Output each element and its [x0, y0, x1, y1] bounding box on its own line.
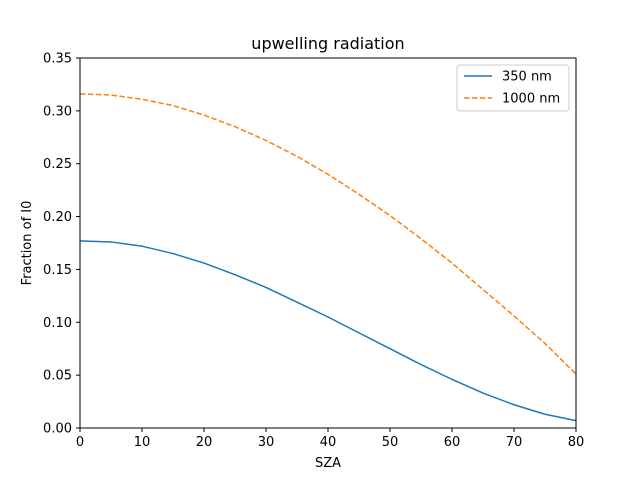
chart-title: upwelling radiation [251, 34, 404, 53]
x-axis-label: SZA [315, 456, 341, 471]
series-line-1 [79, 93, 577, 375]
x-tick-label: 10 [134, 435, 151, 450]
y-tick-label: 0.30 [43, 104, 72, 119]
x-tick-label: 50 [382, 435, 399, 450]
x-tick-label: 40 [320, 435, 337, 450]
legend-label-1: 1000 nm [502, 92, 560, 107]
legend: 350 nm 1000 nm [456, 64, 570, 112]
y-tick-label: 0.00 [43, 422, 72, 437]
x-axis: 0 10 20 30 40 50 60 70 80 [76, 428, 584, 450]
y-tick-label: 0.25 [43, 157, 72, 172]
series-line-0 [79, 240, 577, 422]
x-tick-label: 70 [506, 435, 523, 450]
plot-frame [79, 57, 577, 429]
legend-label-0: 350 nm [502, 70, 552, 85]
y-axis-label: Fraction of I0 [20, 201, 35, 286]
y-tick-label: 0.20 [43, 210, 72, 225]
x-tick-label: 30 [258, 435, 275, 450]
x-tick-label: 20 [196, 435, 213, 450]
y-axis: 0.00 0.05 0.10 0.15 0.20 0.25 0.30 0.35 [43, 52, 80, 437]
y-tick-label: 0.10 [43, 316, 72, 331]
x-tick-label: 80 [568, 435, 585, 450]
x-tick-label: 0 [76, 435, 84, 450]
plot-lines [79, 93, 577, 422]
y-tick-label: 0.35 [43, 52, 72, 67]
y-tick-label: 0.15 [43, 263, 72, 278]
x-tick-label: 60 [444, 435, 461, 450]
y-tick-label: 0.05 [43, 369, 72, 384]
